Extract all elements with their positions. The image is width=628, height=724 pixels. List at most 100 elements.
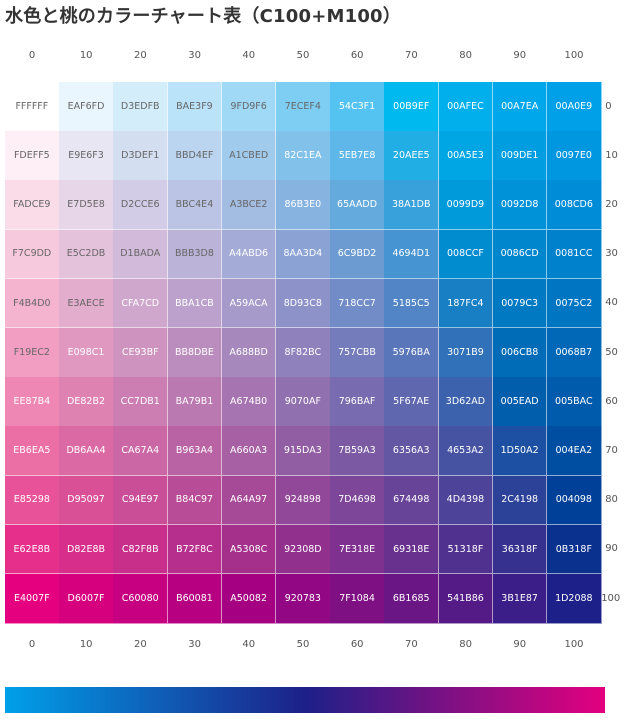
color-cell: 38A1DB: [384, 180, 440, 231]
color-cell: FDEFF5: [5, 131, 60, 181]
row-tick-label: 60: [605, 395, 618, 407]
color-cell: BBD4EF: [167, 131, 223, 181]
color-cell: 1D50A2: [492, 426, 548, 477]
color-cell: 924898: [276, 475, 331, 526]
color-cell: A5308C: [221, 524, 277, 575]
color-cell: 5EB7E8: [330, 131, 385, 181]
color-cell: 6356A3: [384, 426, 440, 477]
top-tick-label: 20: [134, 50, 147, 61]
page-title: 水色と桃のカラーチャート表（C100+M100）: [5, 6, 401, 27]
color-cell: D1BADA: [113, 229, 169, 280]
color-cell: E7D5E8: [59, 180, 114, 231]
color-cell: 005EAD: [492, 377, 548, 427]
color-cell: 3B1E87: [492, 574, 548, 624]
color-cell: A4ABD6: [221, 229, 277, 280]
color-cell: 00A5E3: [438, 131, 494, 181]
color-cell: 006CB8: [492, 328, 548, 378]
color-cell: 65AADD: [330, 180, 385, 231]
color-cell: B84C97: [167, 475, 223, 526]
color-cell: A688BD: [221, 328, 277, 378]
color-cell: E9E6F3: [59, 131, 114, 181]
top-tick-label: 90: [513, 50, 527, 61]
color-cell: 757CBB: [330, 328, 385, 378]
color-cell: 2C4198: [492, 475, 548, 526]
color-cell: 541B86: [438, 574, 494, 624]
color-cell: 86B3E0: [276, 180, 331, 231]
row-tick-label: 70: [605, 445, 618, 456]
color-cell: D3EDFB: [113, 82, 169, 132]
bottom-tick-label: 30: [188, 639, 201, 650]
color-cell: 0079C3: [492, 278, 548, 329]
row-tick-label: 90: [605, 543, 618, 555]
color-cell: 915DA3: [276, 426, 331, 477]
color-cell: BAE3F9: [167, 82, 223, 132]
color-cell: 920783: [276, 574, 331, 624]
color-cell: 005BAC: [547, 377, 602, 427]
color-cell: 4694D1: [384, 229, 440, 280]
color-cell: CFA7CD: [113, 278, 169, 329]
color-cell: 4653A2: [438, 426, 494, 477]
color-cell: A59ACA: [221, 278, 277, 329]
color-cell: 9FD9F6: [221, 82, 277, 132]
row-tick-label: 20: [605, 199, 618, 210]
color-cell: CE93BF: [113, 328, 169, 378]
color-cell: 004EA2: [547, 426, 602, 477]
color-cell: E85298: [5, 475, 60, 526]
color-cell: DB6AA4: [59, 426, 114, 477]
color-cell: 0086CD: [492, 229, 548, 280]
row-tick-label: 0: [605, 100, 612, 112]
color-cell: C82F8B: [113, 524, 169, 575]
color-cell: A64A97: [221, 475, 277, 526]
color-cell: 0099D9: [438, 180, 494, 231]
color-cell: 36318F: [492, 524, 548, 575]
color-cell: D2CCE6: [113, 180, 169, 231]
color-cell: F4B4D0: [5, 278, 60, 329]
color-cell: D3DEF1: [113, 131, 169, 181]
color-cell: A660A3: [221, 426, 277, 477]
color-cell: D95097: [59, 475, 114, 526]
color-cell: 6C9BD2: [330, 229, 385, 280]
color-cell: FFFFFF: [5, 82, 60, 132]
row-tick-label: 10: [605, 149, 618, 161]
color-cell: D6007F: [59, 574, 114, 624]
top-tick-label: 70: [405, 50, 418, 61]
color-cell: E62E8B: [5, 524, 60, 575]
color-cell: 1D2088: [547, 574, 602, 624]
color-cell: 5F67AE: [384, 377, 440, 427]
color-cell: 51318F: [438, 524, 494, 575]
color-cell: C94E97: [113, 475, 169, 526]
bottom-tick-label: 60: [350, 639, 364, 650]
color-cell: BBC4E4: [167, 180, 223, 231]
color-cell: EAF6FD: [59, 82, 114, 132]
color-cell: 7ECEF4: [276, 82, 331, 132]
color-cell: 92308D: [276, 524, 331, 575]
color-cell: 796BAF: [330, 377, 385, 427]
color-cell: 674498: [384, 475, 440, 526]
color-cell: A3BCE2: [221, 180, 277, 231]
color-cell: 008CD6: [547, 180, 602, 231]
color-cell: 69318E: [384, 524, 440, 575]
color-cell: FADCE9: [5, 180, 60, 231]
color-cell: E098C1: [59, 328, 114, 378]
color-cell: 00A7EA: [492, 82, 548, 132]
row-tick-label: 30: [605, 248, 618, 260]
color-cell: A50082: [221, 574, 277, 624]
row-tick-label: 50: [605, 346, 618, 358]
top-tick-label: 10: [79, 50, 93, 61]
row-tick-label: 80: [605, 494, 618, 506]
color-cell: 0068B7: [547, 328, 602, 378]
color-cell: E3AECE: [59, 278, 114, 329]
color-cell: 009DE1: [492, 131, 548, 181]
color-cell: 7F1084: [330, 574, 385, 624]
color-cell: 008CCF: [438, 229, 494, 280]
top-tick-label: 0: [28, 50, 36, 61]
color-cell: 7E318E: [330, 524, 385, 575]
color-cell: E4007F: [5, 574, 60, 624]
color-cell: 004098: [547, 475, 602, 526]
top-tick-label: 50: [296, 50, 310, 61]
color-cell: BA79B1: [167, 377, 223, 427]
row-tick-label: 100: [601, 592, 621, 604]
color-cell: 00B9EF: [384, 82, 440, 132]
top-tick-label: 80: [459, 50, 472, 61]
color-cell: 7B59A3: [330, 426, 385, 477]
